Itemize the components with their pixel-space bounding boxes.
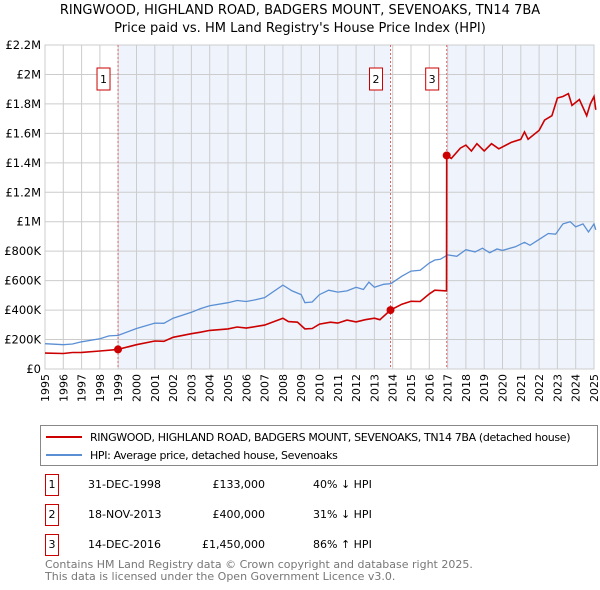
transaction-price: £1,450,000 <box>202 538 265 551</box>
transaction-hpi: 40% ↓ HPI <box>313 478 372 491</box>
sale-label-box <box>369 67 384 91</box>
legend: RINGWOOD, HIGHLAND ROAD, BADGERS MOUNT, … <box>40 425 598 466</box>
x-tick-label: 2008 <box>277 374 290 402</box>
y-tick-label: £1.2M <box>5 185 41 199</box>
x-tick-label: 2006 <box>240 374 253 402</box>
footer-copyright: Contains HM Land Registry data © Crown c… <box>45 558 473 571</box>
transaction-price: £133,000 <box>212 478 266 491</box>
y-tick-label: £1.4M <box>5 156 41 170</box>
sale-point <box>386 306 395 315</box>
marker-badge: 2 <box>45 504 59 526</box>
x-tick-label: 1999 <box>112 374 125 402</box>
chart-subtitle: Price paid vs. HM Land Registry's House … <box>114 21 486 36</box>
x-tick-label: 2014 <box>387 374 400 402</box>
x-tick-label: 1996 <box>57 374 70 402</box>
y-tick-label: £800K <box>4 244 41 258</box>
y-tick-label: £2.2M <box>5 38 41 52</box>
x-tick-label: 2022 <box>533 374 546 402</box>
x-tick-label: 2018 <box>460 374 473 402</box>
sale-label: 1 <box>100 73 107 86</box>
legend-item-property: RINGWOOD, HIGHLAND ROAD, BADGERS MOUNT, … <box>46 430 570 444</box>
sale-point <box>114 345 123 354</box>
sale-label-box <box>425 67 440 91</box>
transaction-hpi: 86% ↑ HPI <box>313 538 372 551</box>
x-tick-label: 2002 <box>167 374 180 402</box>
x-tick-label: 2009 <box>295 374 308 402</box>
legend-label: HPI: Average price, detached house, Seve… <box>90 448 338 462</box>
x-tick-label: 1995 <box>39 374 52 402</box>
sale-point <box>442 151 451 160</box>
x-tick-label: 2011 <box>332 374 345 402</box>
transaction-price: £400,000 <box>212 508 266 521</box>
hpi-line <box>44 220 597 346</box>
transaction-date: 18-NOV-2013 <box>88 508 162 521</box>
sale-label: 2 <box>373 73 380 86</box>
transaction-row: 1 31-DEC-1998 £133,000 40% ↓ HPI <box>45 474 545 496</box>
transaction-row: 3 14-DEC-2016 £1,450,000 86% ↑ HPI <box>45 534 545 556</box>
y-tick-label: £400K <box>4 303 41 317</box>
x-tick-label: 2004 <box>204 374 217 402</box>
transaction-row: 2 18-NOV-2013 £400,000 31% ↓ HPI <box>45 504 545 526</box>
x-tick-label: 1997 <box>76 374 89 402</box>
marker-badge: 3 <box>45 534 59 556</box>
x-tick-label: 2021 <box>515 374 528 402</box>
y-tick-label: £1.8M <box>5 97 41 111</box>
legend-swatch-red <box>46 436 82 438</box>
legend-item-hpi: HPI: Average price, detached house, Seve… <box>46 448 338 462</box>
x-tick-label: 2013 <box>368 374 381 402</box>
x-tick-label: 2007 <box>259 374 272 402</box>
sale-label-box <box>96 67 111 91</box>
transaction-hpi: 31% ↓ HPI <box>313 508 372 521</box>
x-tick-label: 2023 <box>551 374 564 402</box>
x-tick-label: 2012 <box>350 374 363 402</box>
x-tick-label: 2005 <box>222 374 235 402</box>
y-tick-label: £600K <box>4 274 41 288</box>
property-price-line <box>44 92 597 355</box>
x-tick-label: 1998 <box>94 374 107 402</box>
legend-swatch-blue <box>46 454 82 456</box>
legend-label: RINGWOOD, HIGHLAND ROAD, BADGERS MOUNT, … <box>90 430 571 444</box>
x-tick-label: 2024 <box>570 374 583 402</box>
x-tick-label: 2001 <box>149 374 162 402</box>
x-tick-label: 2017 <box>442 374 455 402</box>
y-tick-label: £2M <box>16 67 41 81</box>
x-tick-label: 2003 <box>185 374 198 402</box>
transaction-date: 14-DEC-2016 <box>88 538 162 551</box>
marker-badge: 1 <box>45 474 59 496</box>
x-tick-label: 2015 <box>405 374 418 402</box>
transaction-date: 31-DEC-1998 <box>88 478 162 491</box>
y-tick-label: £200K <box>4 333 41 347</box>
x-tick-label: 2016 <box>423 374 436 402</box>
sale-label: 3 <box>429 73 436 86</box>
shaded-period <box>118 45 391 369</box>
x-tick-label: 2010 <box>314 374 327 402</box>
y-tick-label: £1M <box>16 215 41 229</box>
footer-licence: This data is licensed under the Open Gov… <box>45 570 396 583</box>
y-tick-label: £0 <box>26 362 41 376</box>
plot-frame <box>44 44 595 370</box>
y-tick-label: £1.6M <box>5 126 41 140</box>
x-tick-label: 2019 <box>478 374 491 402</box>
price-chart: 1995 1996 1997 1998 1999 2000 2001 2002 2003 2004… <box>4 38 600 402</box>
footer: Contains HM Land Registry data © Crown c… <box>45 559 473 583</box>
x-tick-label: 2000 <box>131 374 144 402</box>
x-tick-label: 2025 <box>588 374 600 402</box>
chart-title: RINGWOOD, HIGHLAND ROAD, BADGERS MOUNT, … <box>59 3 541 18</box>
x-tick-label: 2020 <box>497 374 510 402</box>
